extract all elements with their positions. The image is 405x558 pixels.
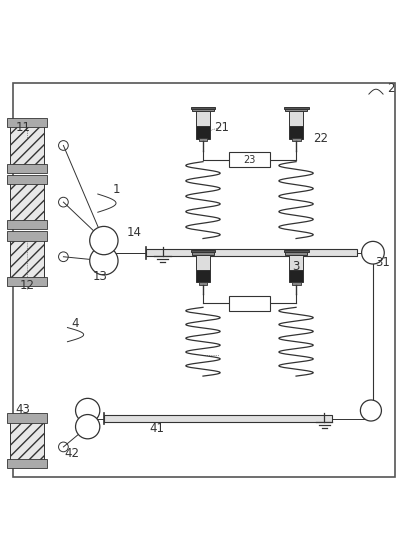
Bar bbox=[288, 270, 302, 282]
Bar bbox=[196, 111, 209, 126]
Text: 22: 22 bbox=[312, 132, 327, 145]
Text: 23: 23 bbox=[243, 155, 255, 165]
Circle shape bbox=[361, 242, 383, 264]
Text: 2: 2 bbox=[386, 83, 394, 95]
Circle shape bbox=[75, 398, 100, 422]
Bar bbox=[192, 109, 213, 111]
Text: 1: 1 bbox=[112, 184, 119, 196]
Bar bbox=[10, 122, 44, 169]
Bar bbox=[10, 179, 44, 225]
Bar bbox=[10, 417, 44, 464]
Bar bbox=[198, 282, 207, 285]
Circle shape bbox=[360, 400, 380, 421]
Bar bbox=[7, 459, 47, 468]
Text: 41: 41 bbox=[149, 422, 164, 435]
Bar bbox=[291, 138, 300, 141]
Bar bbox=[229, 296, 269, 311]
Bar bbox=[283, 107, 308, 109]
Bar bbox=[284, 109, 306, 111]
Bar bbox=[196, 270, 209, 282]
Bar bbox=[146, 249, 356, 256]
Bar bbox=[229, 152, 269, 167]
Text: 4: 4 bbox=[72, 317, 79, 330]
Text: 12: 12 bbox=[19, 278, 34, 292]
Text: 13: 13 bbox=[92, 271, 107, 283]
Text: 11: 11 bbox=[15, 121, 30, 134]
Text: 3: 3 bbox=[292, 261, 299, 273]
Bar bbox=[7, 413, 47, 423]
Bar bbox=[284, 252, 306, 255]
Bar bbox=[7, 220, 47, 229]
Bar bbox=[190, 107, 215, 109]
Bar bbox=[7, 175, 47, 184]
Bar bbox=[283, 251, 308, 252]
Bar bbox=[291, 282, 300, 285]
Circle shape bbox=[90, 247, 118, 275]
Bar bbox=[288, 111, 302, 126]
Bar bbox=[288, 126, 302, 138]
Bar bbox=[104, 415, 332, 422]
Bar bbox=[196, 255, 209, 270]
Bar bbox=[7, 232, 47, 240]
Text: 31: 31 bbox=[375, 256, 390, 268]
Text: 21: 21 bbox=[213, 121, 228, 134]
Text: 42: 42 bbox=[64, 448, 79, 460]
Text: 14: 14 bbox=[126, 226, 141, 239]
Bar bbox=[198, 138, 207, 141]
Bar bbox=[7, 163, 47, 173]
Bar bbox=[288, 255, 302, 270]
Bar bbox=[192, 252, 213, 255]
Bar bbox=[196, 126, 209, 138]
Bar bbox=[7, 118, 47, 127]
Bar bbox=[190, 251, 215, 252]
Bar bbox=[7, 277, 47, 286]
Text: 43: 43 bbox=[15, 403, 30, 416]
Bar bbox=[10, 235, 44, 282]
Circle shape bbox=[75, 415, 100, 439]
Circle shape bbox=[90, 227, 118, 254]
